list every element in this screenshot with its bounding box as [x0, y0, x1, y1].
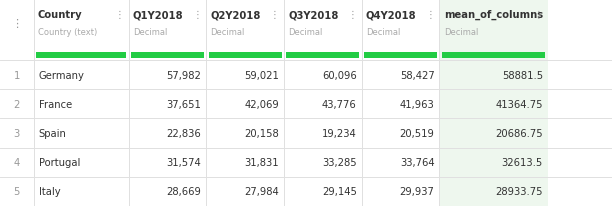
Text: 33,285: 33,285	[322, 157, 357, 167]
Text: 33,764: 33,764	[400, 157, 435, 167]
Text: Spain: Spain	[39, 128, 67, 138]
Text: Portugal: Portugal	[39, 157, 80, 167]
Text: 43,776: 43,776	[322, 99, 357, 109]
Text: Italy: Italy	[39, 186, 60, 197]
Text: Country: Country	[38, 10, 83, 20]
Text: 28933.75: 28933.75	[495, 186, 543, 197]
Text: 5: 5	[13, 186, 20, 197]
Bar	[442, 53, 545, 59]
Text: 59,021: 59,021	[244, 70, 279, 80]
Text: 31,831: 31,831	[244, 157, 279, 167]
Text: 41,963: 41,963	[400, 99, 435, 109]
Text: ⋮: ⋮	[192, 10, 202, 20]
Text: 60,096: 60,096	[322, 70, 357, 80]
Text: Q3Y2018: Q3Y2018	[288, 10, 338, 20]
Bar	[209, 53, 282, 59]
Text: mean_of_columns: mean_of_columns	[444, 10, 543, 20]
Text: 31,574: 31,574	[166, 157, 201, 167]
Text: ⋮: ⋮	[425, 10, 435, 20]
Text: 22,836: 22,836	[166, 128, 201, 138]
Bar	[439, 0, 548, 206]
Text: Decimal: Decimal	[366, 28, 400, 37]
Text: ⋮: ⋮	[11, 19, 23, 29]
Text: Q2Y2018: Q2Y2018	[211, 10, 261, 20]
Text: 41364.75: 41364.75	[495, 99, 543, 109]
Text: 20,519: 20,519	[400, 128, 435, 138]
Text: 2: 2	[13, 99, 20, 109]
Text: 28,669: 28,669	[166, 186, 201, 197]
Text: Q4Y2018: Q4Y2018	[366, 10, 417, 20]
Text: Decimal: Decimal	[211, 28, 245, 37]
Text: 58881.5: 58881.5	[502, 70, 543, 80]
Bar	[36, 53, 126, 59]
Text: ⋮: ⋮	[348, 10, 357, 20]
Text: 3: 3	[13, 128, 20, 138]
Text: France: France	[39, 99, 72, 109]
Bar	[364, 53, 437, 59]
Text: 29,937: 29,937	[400, 186, 435, 197]
Text: 27,984: 27,984	[244, 186, 279, 197]
Text: Decimal: Decimal	[133, 28, 167, 37]
Text: ⋮: ⋮	[270, 10, 280, 20]
Text: ⋮: ⋮	[114, 10, 124, 20]
Text: Q1Y2018: Q1Y2018	[133, 10, 184, 20]
Text: 42,069: 42,069	[244, 99, 279, 109]
Text: 19,234: 19,234	[322, 128, 357, 138]
Bar	[286, 53, 359, 59]
Text: 20,158: 20,158	[244, 128, 279, 138]
Text: 1: 1	[13, 70, 20, 80]
Text: Germany: Germany	[39, 70, 84, 80]
Text: Decimal: Decimal	[444, 28, 478, 37]
Text: 29,145: 29,145	[322, 186, 357, 197]
Text: Country (text): Country (text)	[38, 28, 97, 37]
Bar	[131, 53, 204, 59]
Text: 32613.5: 32613.5	[502, 157, 543, 167]
Text: 57,982: 57,982	[166, 70, 201, 80]
Text: 58,427: 58,427	[400, 70, 435, 80]
Text: 4: 4	[13, 157, 20, 167]
Text: 37,651: 37,651	[166, 99, 201, 109]
Text: ⋮: ⋮	[534, 10, 543, 20]
Text: 20686.75: 20686.75	[495, 128, 543, 138]
Text: Decimal: Decimal	[288, 28, 323, 37]
